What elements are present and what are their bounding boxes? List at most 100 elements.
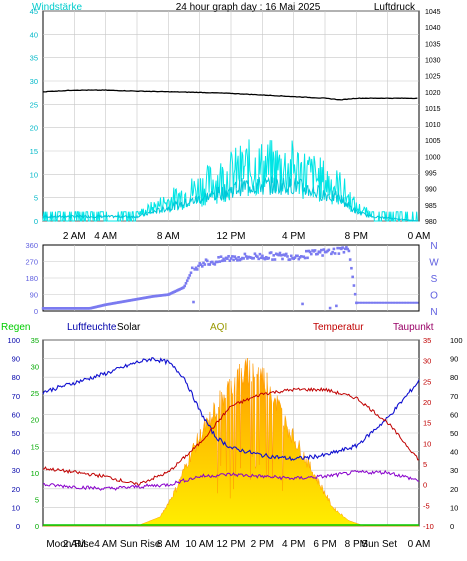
- direction-point: [237, 256, 240, 259]
- climate-time-tick-label: 2 PM: [251, 539, 274, 550]
- pressure-label: Luftdruck: [374, 2, 416, 13]
- direction-point: [374, 301, 377, 304]
- climate-time-tick-label: 4 PM: [282, 539, 305, 550]
- pressure-tick-label: 1015: [425, 106, 441, 113]
- direction-degree-tick: 90: [30, 291, 38, 300]
- direction-point: [203, 263, 207, 266]
- direction-point: [413, 301, 416, 304]
- direction-point: [234, 257, 238, 260]
- climate-time-tick-label: 8 PM: [345, 539, 368, 550]
- direction-point: [408, 301, 411, 304]
- solar-label: Solar: [117, 322, 141, 333]
- pressure-tick-label: 1020: [425, 90, 441, 97]
- direction-point: [364, 301, 367, 304]
- direction-point: [352, 284, 356, 287]
- direction-point: [223, 259, 227, 262]
- direction-point: [332, 247, 336, 251]
- direction-point: [281, 257, 284, 261]
- direction-point: [184, 282, 188, 285]
- temperature-tick: 25: [423, 377, 431, 386]
- top-time-tick-label: 8 AM: [157, 231, 180, 242]
- humidity-tick: 90: [12, 355, 20, 364]
- direction-point: [229, 257, 233, 260]
- wind-axis: 45 40 35 30 25 20 15 10 5 0: [30, 7, 38, 226]
- direction-point: [259, 256, 263, 260]
- taupunkt-label: Taupunkt: [393, 322, 434, 333]
- direction-point: [197, 264, 200, 268]
- direction-point: [192, 300, 195, 304]
- direction-point: [358, 301, 361, 304]
- wind-tick-label: 15: [30, 147, 38, 156]
- wind-tick-label: 30: [30, 77, 38, 86]
- direction-degree-tick: 360: [25, 241, 38, 250]
- direction-point: [297, 257, 301, 261]
- wind-tick-label: 20: [30, 124, 38, 133]
- direction-point: [318, 250, 322, 254]
- wind-label: Windstärke: [32, 2, 82, 13]
- humidity-tick: 100: [7, 336, 20, 345]
- wind-avg-series: [42, 176, 419, 222]
- direction-point: [198, 262, 202, 265]
- climate-time-tick-label: 2 AM: [63, 539, 86, 550]
- temperature-tick: 20: [423, 398, 431, 407]
- rain-tick: 0: [35, 522, 39, 531]
- direction-point: [308, 250, 312, 254]
- direction-point: [222, 257, 225, 261]
- direction-point: [246, 257, 249, 260]
- direction-point: [256, 255, 259, 259]
- direction-point: [188, 274, 192, 277]
- direction-point: [372, 301, 375, 304]
- direction-point: [306, 256, 309, 260]
- direction-point: [313, 249, 317, 252]
- direction-point: [361, 301, 364, 304]
- direction-point: [202, 261, 205, 265]
- solar-tick: 10: [450, 503, 458, 512]
- pressure-tick-label: 990: [425, 187, 437, 194]
- direction-point: [272, 254, 276, 257]
- compass-tick: N: [430, 307, 437, 318]
- humidity-tick: 80: [12, 373, 20, 382]
- direction-point: [347, 249, 351, 253]
- direction-point: [278, 251, 282, 255]
- direction-point: [226, 257, 229, 260]
- direction-point: [337, 252, 341, 255]
- astro-events: Moon Rise Sun Rise Sun Set: [46, 539, 397, 550]
- direction-point: [348, 258, 352, 261]
- rain-tick: 5: [35, 495, 39, 504]
- luftfeuchte-label: Luftfeuchte: [67, 322, 117, 333]
- solar-tick: 90: [450, 355, 458, 364]
- humidity-tick: 20: [12, 485, 20, 494]
- top-time-tick-label: 12 PM: [217, 231, 246, 242]
- direction-point: [396, 301, 399, 304]
- direction-point: [267, 256, 270, 260]
- climate-time-tick-label: 10 AM: [185, 539, 213, 550]
- temperature-axis: 35 30 25 20 15 10 5 0 -5 -10: [423, 336, 434, 531]
- wind-tick-label: 35: [30, 54, 38, 63]
- pressure-tick-label: 1005: [425, 138, 441, 145]
- direction-point: [271, 258, 274, 261]
- direction-point: [316, 252, 319, 256]
- direction-point: [194, 266, 198, 270]
- rain-tick: 30: [31, 363, 39, 372]
- top-time-tick-label: 4 AM: [94, 231, 117, 242]
- rain-tick: 25: [31, 389, 39, 398]
- direction-point: [303, 256, 307, 260]
- direction-degree-tick: 180: [25, 274, 38, 283]
- direction-point: [392, 301, 395, 304]
- humidity-tick: 0: [16, 522, 20, 531]
- direction-point: [385, 301, 388, 304]
- direction-point: [388, 301, 391, 304]
- direction-point: [405, 301, 408, 304]
- solar-tick: 20: [450, 485, 458, 494]
- direction-point: [331, 250, 334, 254]
- temperatur-label: Temperatur: [313, 322, 364, 333]
- aqi-label: AQI: [210, 322, 227, 333]
- direction-point: [407, 301, 410, 304]
- temperature-tick: 0: [423, 481, 427, 490]
- direction-point: [336, 246, 339, 250]
- climate-time-tick-label: 12 PM: [217, 539, 246, 550]
- humidity-tick: 40: [12, 448, 20, 457]
- rain-tick: 20: [31, 416, 39, 425]
- solar-tick: 30: [450, 466, 458, 475]
- top-time-axis: 2 AM 4 AM 8 AM 12 PM 4 PM 8 PM 0 AM: [63, 231, 430, 242]
